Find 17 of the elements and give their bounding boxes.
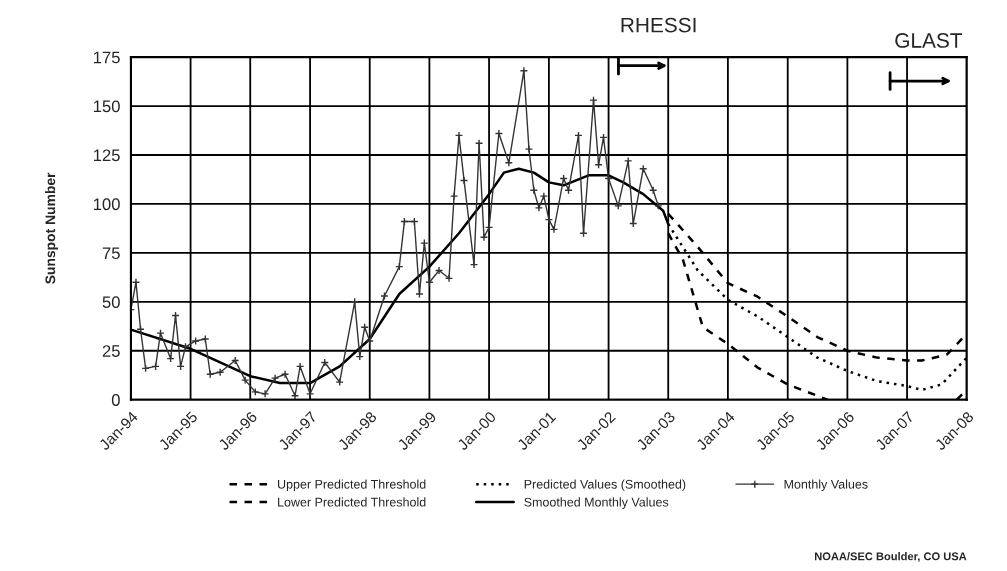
legend-label: Lower Predicted Threshold: [278, 497, 426, 507]
legend-label: Monthly Values: [784, 479, 868, 492]
legend-label: Predicted Values (Smoothed): [524, 479, 686, 492]
text: GLAST: [895, 33, 963, 48]
y-tick-label: 100: [93, 198, 120, 211]
y-axis-title: Sunspot Number: [45, 172, 58, 284]
y-tick-label: 150: [93, 100, 120, 113]
y-tick-label: 75: [102, 247, 120, 260]
text: NOAA/SEC Boulder, CO USA: [814, 552, 967, 562]
y-tick-label: 125: [93, 149, 120, 162]
legend-label: Upper Predicted Threshold: [278, 479, 426, 492]
y-tick-label: 0: [111, 394, 120, 406]
y-tick-label: 25: [102, 345, 120, 357]
y-tick-label: 175: [93, 51, 120, 64]
text: RHESSI: [621, 17, 696, 33]
legend-label: Smoothed Monthly Values: [524, 497, 669, 510]
y-tick-label: 50: [102, 296, 120, 309]
